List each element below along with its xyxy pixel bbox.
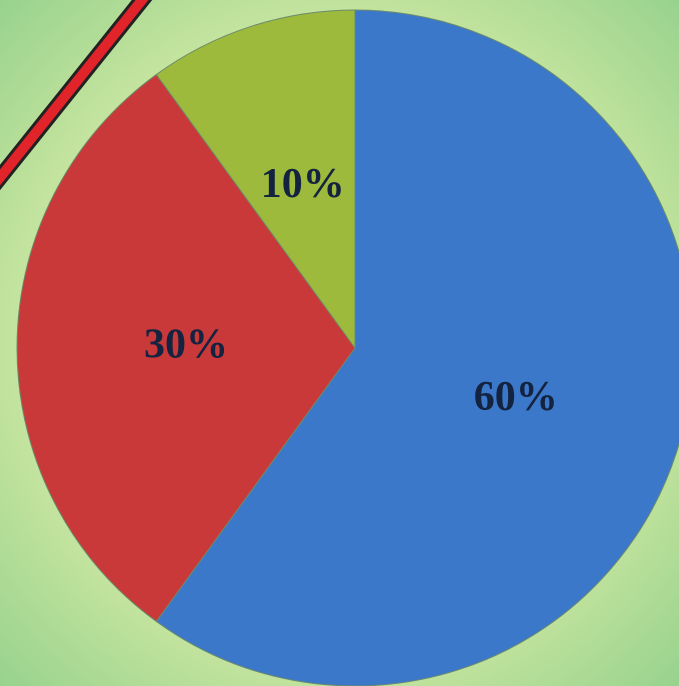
slice-label: 60%: [474, 374, 558, 420]
pie-slice: [16, 73, 356, 623]
pie: 60% 30% 10%: [16, 9, 679, 686]
decor-line: [0, 0, 149, 186]
slice-label: 30%: [144, 322, 228, 368]
pie-slice: [155, 9, 356, 350]
pie-slice: [155, 9, 679, 686]
slice-label: 10%: [261, 161, 345, 207]
